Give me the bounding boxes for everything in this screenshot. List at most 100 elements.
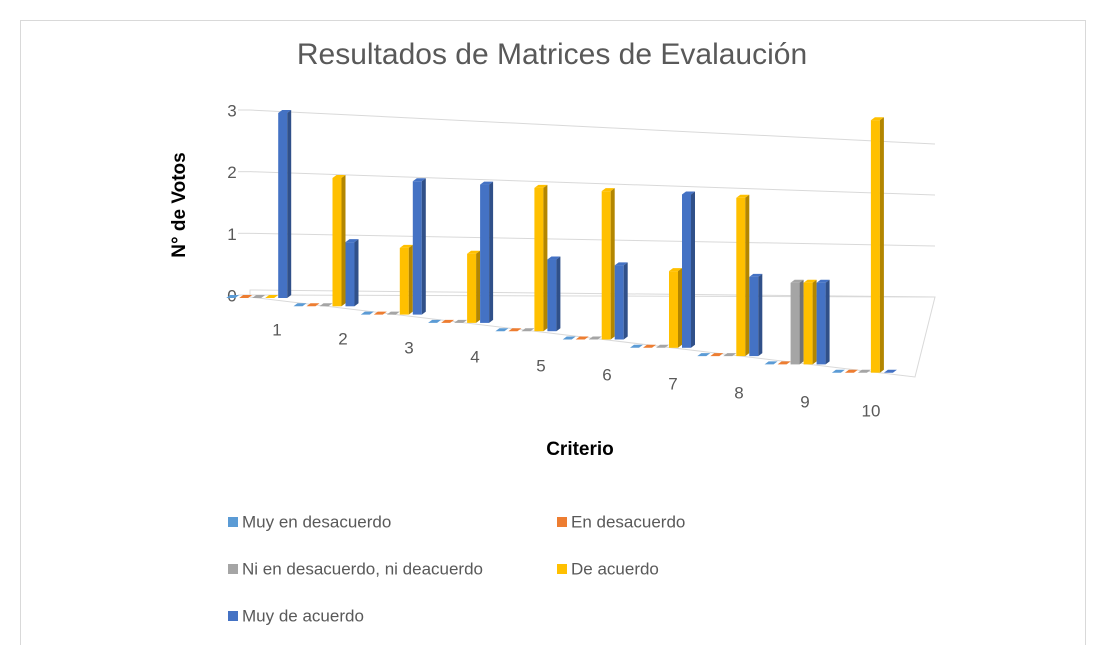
bar	[710, 353, 724, 357]
bar	[749, 273, 763, 357]
legend-swatch	[228, 564, 238, 574]
grid-line	[249, 171, 936, 196]
bar-face	[556, 256, 561, 332]
bar-face	[758, 273, 763, 357]
bar-face	[399, 247, 409, 315]
bar-face	[412, 181, 422, 315]
floor	[249, 289, 936, 378]
bar-face	[252, 295, 266, 298]
bar-face	[239, 295, 253, 298]
bar-face	[723, 353, 737, 357]
bar-face	[373, 311, 387, 315]
bar-face	[467, 253, 477, 323]
bar-face	[547, 256, 561, 260]
bar-face	[332, 177, 342, 307]
legend-swatch	[557, 564, 567, 574]
bar-face	[480, 181, 494, 185]
bar-face	[870, 120, 880, 373]
bar-face	[428, 319, 442, 323]
x-tick-label: 2	[338, 329, 347, 348]
bar	[790, 279, 804, 365]
bar-face	[495, 328, 509, 332]
bar-face	[656, 344, 669, 348]
bar-face	[293, 303, 307, 307]
legend-label: Ni en desacuerdo, ni deacuerdo	[242, 559, 483, 578]
bar	[575, 336, 589, 340]
bar	[508, 328, 522, 332]
bar-face	[521, 328, 535, 332]
bar-face	[623, 262, 628, 340]
bar-face	[360, 311, 374, 315]
legend-swatch	[228, 517, 238, 527]
x-tick-label: 7	[668, 374, 677, 393]
bar-face	[399, 244, 413, 248]
bar	[454, 319, 468, 323]
bar-face	[812, 279, 817, 365]
bar-face	[669, 268, 682, 272]
x-tick-label: 10	[862, 401, 881, 420]
bar	[547, 256, 561, 332]
bar-face	[691, 191, 695, 348]
bar-face	[682, 191, 695, 195]
bar-face	[467, 250, 481, 254]
bar-face	[736, 197, 746, 357]
bar-face	[749, 273, 763, 277]
grid-line	[249, 232, 936, 247]
bar-face	[354, 239, 359, 307]
bar-face	[562, 336, 576, 340]
bar	[857, 369, 871, 373]
bar	[467, 250, 481, 323]
bar	[777, 361, 791, 365]
bar-face	[341, 174, 346, 307]
bar	[373, 311, 387, 315]
bar-face	[588, 336, 602, 340]
bar	[614, 262, 628, 340]
bar-face	[226, 295, 240, 298]
bar-face	[614, 265, 624, 340]
bar	[428, 319, 442, 323]
bar	[844, 369, 858, 373]
bar-face	[601, 191, 611, 340]
bar	[265, 295, 279, 298]
bar	[480, 181, 494, 323]
bar	[831, 369, 845, 373]
y-axis-label: N° de Votos	[169, 152, 190, 257]
bar	[495, 328, 509, 332]
bar-face	[883, 369, 897, 373]
bar-face	[543, 184, 548, 332]
y-tick-label: 1	[227, 225, 236, 244]
bar-face	[480, 184, 490, 323]
bar	[441, 319, 455, 323]
bar-face	[630, 344, 643, 348]
grid-line	[249, 109, 936, 145]
legend-label: Muy en desacuerdo	[242, 512, 391, 531]
bar-face	[332, 174, 346, 178]
bar	[239, 295, 253, 298]
bar	[278, 110, 292, 298]
bar-face	[643, 344, 656, 348]
x-tick-label: 3	[404, 338, 413, 357]
bar-face	[441, 319, 455, 323]
bar-face	[547, 259, 557, 332]
bar-face	[816, 282, 826, 365]
bar-face	[489, 181, 494, 323]
bar-face	[614, 262, 628, 266]
bar-face	[764, 361, 778, 365]
bar-face	[408, 244, 413, 315]
chart-title: Resultados de Matrices de Evalaución	[297, 38, 807, 71]
bar	[360, 311, 374, 315]
bar-face	[575, 336, 589, 340]
x-tick-label: 1	[272, 320, 281, 339]
bar-face	[682, 194, 691, 348]
bar-face	[844, 369, 858, 373]
bar	[562, 336, 576, 340]
bar-face	[265, 295, 279, 298]
bar-face	[412, 178, 426, 182]
legend-label: En desacuerdo	[571, 512, 685, 531]
bar-face	[421, 178, 426, 315]
bar	[736, 194, 750, 357]
bar	[682, 191, 695, 348]
bar-face	[345, 242, 355, 307]
bar-face	[790, 282, 800, 365]
bar	[816, 279, 830, 365]
